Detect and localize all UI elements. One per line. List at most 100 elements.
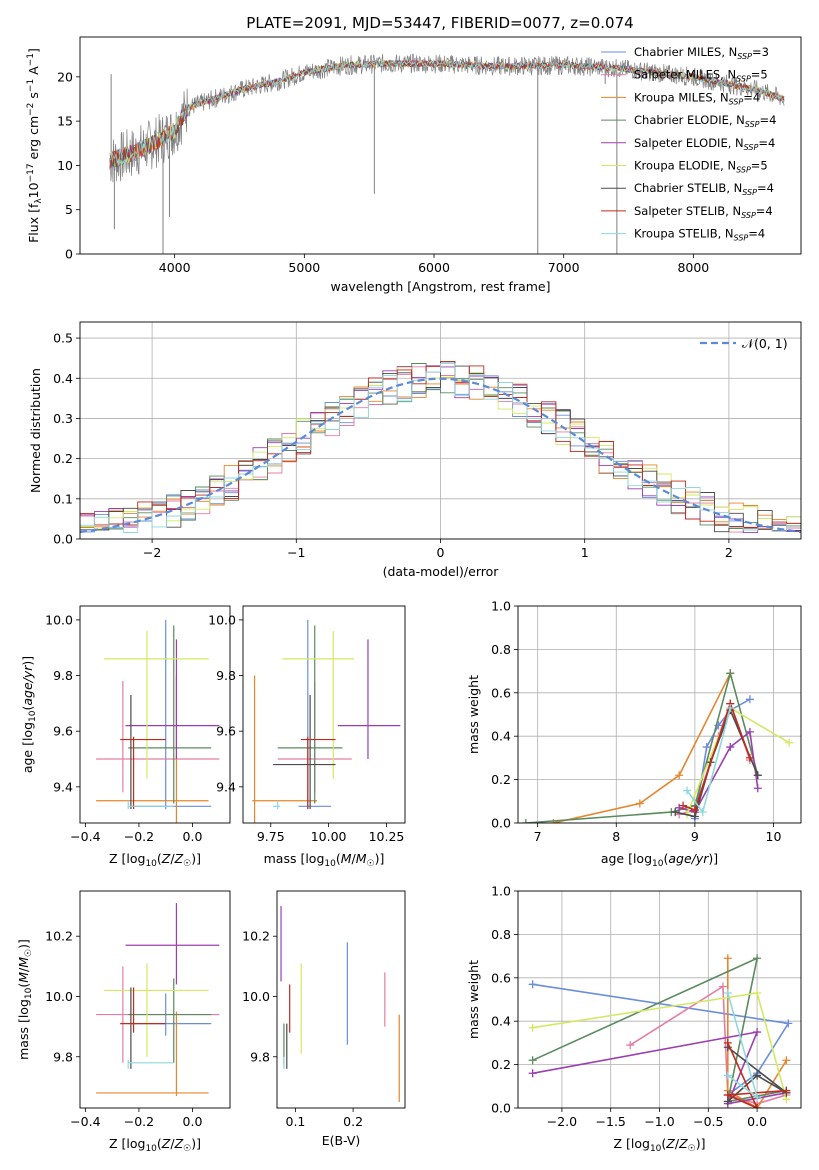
mass-weight-marker <box>528 980 537 989</box>
plot-area <box>80 322 801 539</box>
legend-label: Salpeter ELODIE, NSSP=4 <box>634 136 775 152</box>
x-tick-label: −0.5 <box>693 1114 723 1129</box>
y-tick-label: 1.0 <box>491 599 511 614</box>
y-tick-label: 0.4 <box>491 1014 511 1029</box>
x-tick-label: 10.00 <box>311 829 347 844</box>
y-tick-label: 0.5 <box>53 331 73 346</box>
x-axis-label: age [log10(age/yr)] <box>601 851 718 869</box>
mass-weight-marker <box>679 801 688 810</box>
y-tick-label: 0.4 <box>491 729 511 744</box>
x-axis-label: Z [log10(Z/Z☉)] <box>109 851 201 869</box>
x-tick-label: 0.0 <box>183 829 203 844</box>
x-axis-label: E(B-V) <box>322 1133 361 1148</box>
mass-weight-marker <box>726 743 735 752</box>
mass-weight-marker <box>726 703 735 712</box>
y-tick-label: 0.2 <box>53 451 73 466</box>
x-tick-label: −1.0 <box>644 1114 674 1129</box>
mass-weight-marker <box>753 988 762 997</box>
x-tick-label: 8 <box>612 829 620 844</box>
legend-label: Salpeter STELIB, NSSP=4 <box>634 204 773 220</box>
axes-frame <box>79 605 231 824</box>
residual-histogram <box>80 363 801 531</box>
panel-spectrum: 4000 5000 6000 7000 8000 0 5 10 15 20 wavelength [… <box>26 36 802 294</box>
x-tick-label: −1.5 <box>596 1114 626 1129</box>
plot-area <box>96 903 220 1096</box>
mass-weight-marker <box>745 727 754 736</box>
y-axis-label: age [log10(age/yr)] <box>20 656 38 773</box>
legend-label: Kroupa ELODIE, NSSP=5 <box>634 159 768 175</box>
mass-weight-marker <box>702 743 711 752</box>
y-axis-label: mass [log10(M/M☉)] <box>16 939 34 1060</box>
mass-weight-marker <box>753 1071 762 1080</box>
x-tick-label: 7 <box>534 829 542 844</box>
mass-weight-marker <box>698 808 707 817</box>
mass-weight-marker <box>528 1023 537 1032</box>
y-tick-label: 10.0 <box>45 612 73 627</box>
mass-weight-marker <box>528 1069 537 1078</box>
y-axis-label: Flux [fλ10−17 erg cm−2 s−1 A−1] <box>26 48 44 243</box>
y-tick-label: 0.0 <box>491 816 511 831</box>
x-tick-label: 0 <box>437 545 445 560</box>
mass-weight-line <box>727 1042 787 1108</box>
x-axis-label: Z [log10(Z/Z☉)] <box>613 1136 705 1154</box>
mass-weight-marker <box>745 753 754 762</box>
axes-frame <box>242 605 406 824</box>
y-tick-label: 0.8 <box>491 927 511 942</box>
mass-weight-marker <box>726 669 735 678</box>
legend-label: Kroupa STELIB, NSSP=4 <box>634 227 765 243</box>
y-tick-label: 0.0 <box>53 532 73 547</box>
mass-weight-marker <box>745 695 754 704</box>
x-tick-label: 0.1 <box>286 1114 306 1129</box>
normal-curve <box>80 377 801 534</box>
axes-frame <box>79 36 802 255</box>
y-tick-label: 20 <box>57 69 73 84</box>
plot-area <box>96 619 220 823</box>
x-tick-label: −0.2 <box>124 829 154 844</box>
y-tick-label: 1.0 <box>491 884 511 899</box>
x-tick-label: 0.0 <box>183 1114 203 1129</box>
mass-weight-marker <box>671 808 680 817</box>
axes-frame <box>517 890 802 1109</box>
y-tick-label: 9.8 <box>53 668 73 683</box>
y-axis-label: Normed distribution <box>28 368 43 493</box>
x-tick-label: −0.4 <box>70 829 100 844</box>
y-tick-label: 9.8 <box>53 1049 73 1064</box>
x-tick-label: 8000 <box>677 260 709 275</box>
mass-weight-line <box>682 701 751 812</box>
plot-area <box>109 53 785 254</box>
mass-weight-marker <box>723 1071 732 1080</box>
y-axis-label: mass weight <box>466 960 481 1039</box>
y-tick-label: 0.2 <box>491 1057 511 1072</box>
plot-area <box>252 619 401 823</box>
x-tick-label: 5000 <box>288 260 320 275</box>
mass-weight-marker <box>782 1086 791 1095</box>
y-tick-label: 0.4 <box>53 371 73 386</box>
x-tick-label: −0.4 <box>70 1114 100 1129</box>
panel-residual-histogram: −2 −1 0 1 2 0.0 0.1 0.2 0.3 0.4 0.5 (data-model)/er… <box>28 321 802 579</box>
y-tick-label: 9.6 <box>53 724 73 739</box>
panel-mass-weight-vs-metallicity: −2.0 −1.5 −1.0 −0.5 0.0 0.0 0.2 0.4 0.6 0.8 1.0 mas… <box>466 884 802 1154</box>
mass-weight-marker <box>626 1041 635 1050</box>
x-tick-label: 10.25 <box>369 829 405 844</box>
mass-weight-marker <box>690 805 699 814</box>
axes-frame <box>517 605 802 824</box>
y-tick-label: 0.2 <box>491 772 511 787</box>
x-tick-label: 9 <box>691 829 699 844</box>
x-tick-label: 2 <box>725 545 733 560</box>
mass-weight-marker <box>723 988 732 997</box>
mass-weight-line <box>525 670 759 823</box>
y-axis-label: mass weight <box>466 675 481 754</box>
x-tick-label: 1 <box>581 545 589 560</box>
mass-weight-line <box>553 672 732 823</box>
y-tick-label: 10.0 <box>208 612 236 627</box>
y-tick-label: 10.2 <box>242 929 270 944</box>
panel-mass-vs-extinction: 0.1 0.2 9.8 10.0 10.2 E(B-V) <box>242 890 406 1148</box>
y-tick-label: 10 <box>57 158 73 173</box>
axes-frame <box>79 890 231 1109</box>
mass-weight-marker <box>753 771 762 780</box>
y-tick-label: 10.0 <box>45 989 73 1004</box>
observed-spectrum <box>109 53 785 183</box>
legend-label: Kroupa MILES, NSSP=4 <box>634 90 760 106</box>
y-tick-label: 5 <box>65 202 73 217</box>
